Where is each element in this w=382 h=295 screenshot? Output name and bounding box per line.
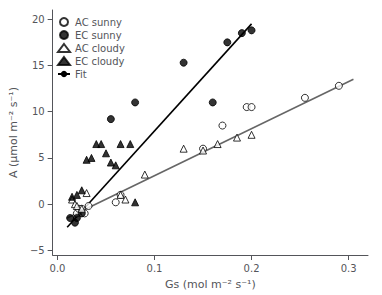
svg-text:AC sunny: AC sunny [75,17,122,28]
svg-text:A (μmol m⁻² s⁻¹): A (μmol m⁻² s⁻¹) [7,87,20,178]
svg-text:EC sunny: EC sunny [75,30,122,41]
svg-text:0.2: 0.2 [244,263,260,274]
svg-text:0.3: 0.3 [341,263,357,274]
svg-text:5: 5 [38,152,44,163]
svg-text:AC cloudy: AC cloudy [75,43,125,54]
svg-text:0.1: 0.1 [147,263,163,274]
svg-text:0: 0 [38,199,44,210]
svg-text:10: 10 [32,106,45,117]
svg-text:Fit: Fit [75,69,87,80]
svg-text:Gs (mol m⁻² s⁻¹): Gs (mol m⁻² s⁻¹) [165,278,256,291]
svg-text:EC cloudy: EC cloudy [75,56,125,67]
svg-text:20: 20 [32,14,45,25]
svg-text:−5: −5 [30,245,45,256]
svg-text:0.0: 0.0 [50,263,66,274]
svg-text:15: 15 [32,60,45,71]
